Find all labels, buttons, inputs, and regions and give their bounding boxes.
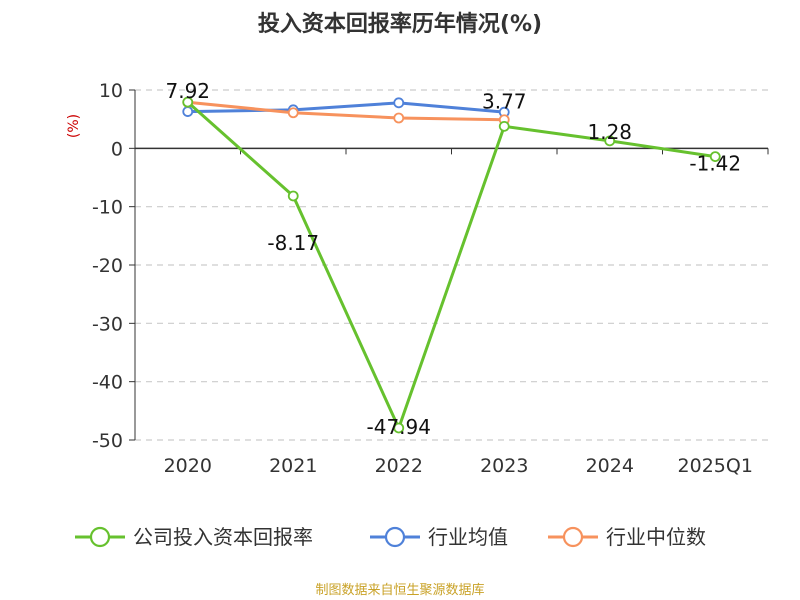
y-axis-unit-label: (%) — [66, 114, 82, 138]
y-tick-label: -10 — [92, 197, 123, 219]
data-point-industry_median — [287, 107, 299, 119]
data-labels: 7.92 -8.17 -47.94 3.77 1.28 -1.42 — [165, 79, 741, 439]
data-point-company — [498, 120, 510, 132]
data-label: 7.92 — [165, 79, 210, 103]
source-note: 制图数据来自恒生聚源数据库 — [315, 583, 485, 598]
data-point-company — [182, 96, 194, 108]
legend-entry-industry_median: 行业中位数 — [606, 525, 706, 549]
data-point-industry_avg — [393, 97, 405, 109]
y-tick-label: -30 — [92, 313, 123, 335]
y-tick-label: -50 — [92, 430, 123, 452]
grid-lines — [135, 89, 768, 441]
legend-marker-industry_median — [562, 526, 584, 548]
data-label: -1.42 — [689, 152, 741, 176]
x-tick-label: 2025Q1 — [678, 455, 753, 477]
chart-title: 投入资本回报率历年情况(%) — [257, 12, 543, 37]
data-point-company — [287, 190, 299, 202]
y-tick-label: -20 — [92, 255, 123, 277]
x-tick-label: 2022 — [375, 455, 423, 477]
data-point-industry_median — [393, 112, 405, 124]
x-tick-label: 2023 — [480, 455, 528, 477]
legend-entry-industry_avg: 行业均值 — [428, 525, 508, 549]
legend-marker-industry_avg — [384, 526, 406, 548]
data-point-company — [604, 135, 616, 147]
x-tick-label: 2024 — [586, 455, 634, 477]
series-lines — [182, 96, 721, 434]
series-line-industry_avg — [187, 101, 505, 114]
y-tick-label: -40 — [92, 372, 123, 394]
data-label: -47.94 — [367, 415, 431, 439]
series-line-industry_median — [187, 100, 505, 122]
y-tick-label: 0 — [111, 138, 123, 160]
legend: 公司投入资本回报率 行业均值 行业中位数 — [75, 525, 706, 549]
legend-marker-company — [89, 526, 111, 548]
data-point-industry_avg — [182, 106, 194, 117]
data-point-company — [709, 151, 721, 163]
data-label: 3.77 — [482, 89, 527, 113]
data-label: 1.28 — [587, 120, 632, 144]
y-tick-label: 10 — [99, 80, 123, 102]
series-line-company — [186, 101, 716, 430]
legend-entry-company: 公司投入资本回报率 — [133, 525, 313, 549]
data-point-company — [393, 422, 405, 434]
x-tick-label: 2020 — [164, 455, 212, 477]
x-tick-label: 2021 — [269, 455, 317, 477]
data-label: -8.17 — [267, 231, 319, 255]
